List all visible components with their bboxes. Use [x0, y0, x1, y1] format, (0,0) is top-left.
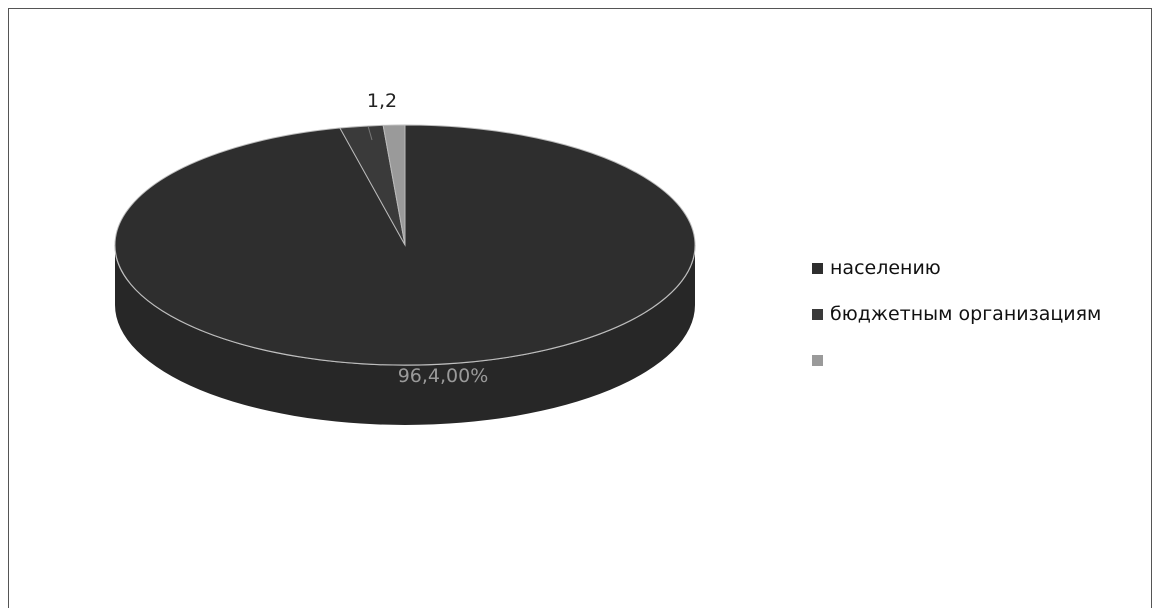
pie-side	[115, 245, 695, 425]
leader-line-slice-3	[367, 125, 373, 141]
legend-swatch-1	[812, 262, 823, 274]
legend: населению бюджетным организациям	[812, 245, 1101, 383]
pie-top	[114, 124, 696, 366]
pie-labels: 96,4,00% 1,2	[367, 90, 488, 387]
legend-label-1: населению	[830, 257, 941, 279]
pie-slice-3	[382, 124, 406, 246]
legend-swatch-2	[812, 308, 823, 320]
legend-item-naseleniyu: населению	[812, 245, 1101, 291]
legend-item-unnamed	[812, 337, 1101, 383]
legend-item-budget-orgs: бюджетным организациям	[812, 291, 1101, 337]
legend-label-2: бюджетным организациям	[830, 303, 1102, 325]
data-label-slice-1: 96,4,00%	[398, 365, 489, 387]
legend-swatch-3	[812, 354, 823, 366]
data-label-slice-3: 1,2	[367, 90, 397, 112]
